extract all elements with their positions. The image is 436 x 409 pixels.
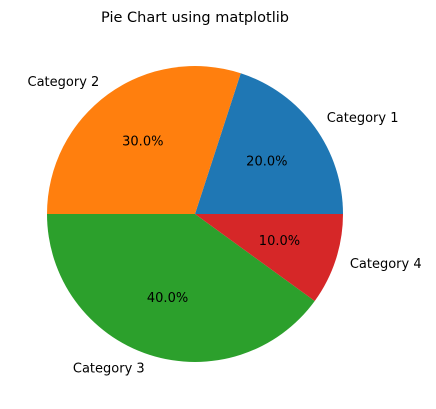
pie-labels: Category 1 20.0% Category 2 30.0% Category 3… [28, 75, 422, 377]
slice-label-category-1: Category 1 [327, 111, 399, 126]
slice-percent-category-2: 30.0% [122, 135, 163, 150]
slice-label-category-4: Category 4 [350, 257, 422, 272]
slice-label-category-3: Category 3 [73, 361, 145, 376]
slice-percent-category-1: 20.0% [246, 154, 287, 169]
pie-slice-category-1 [195, 73, 343, 214]
chart-title: Pie Chart using matplotlib [101, 10, 289, 26]
slice-percent-category-3: 40.0% [147, 291, 188, 306]
pie-slice-category-2 [47, 65, 241, 214]
slice-percent-category-4: 10.0% [259, 234, 300, 249]
slice-label-category-2: Category 2 [28, 75, 100, 90]
pie-slice-category-4 [195, 214, 343, 301]
pie-slice-category-3 [47, 214, 315, 363]
pie-slices [47, 65, 343, 363]
